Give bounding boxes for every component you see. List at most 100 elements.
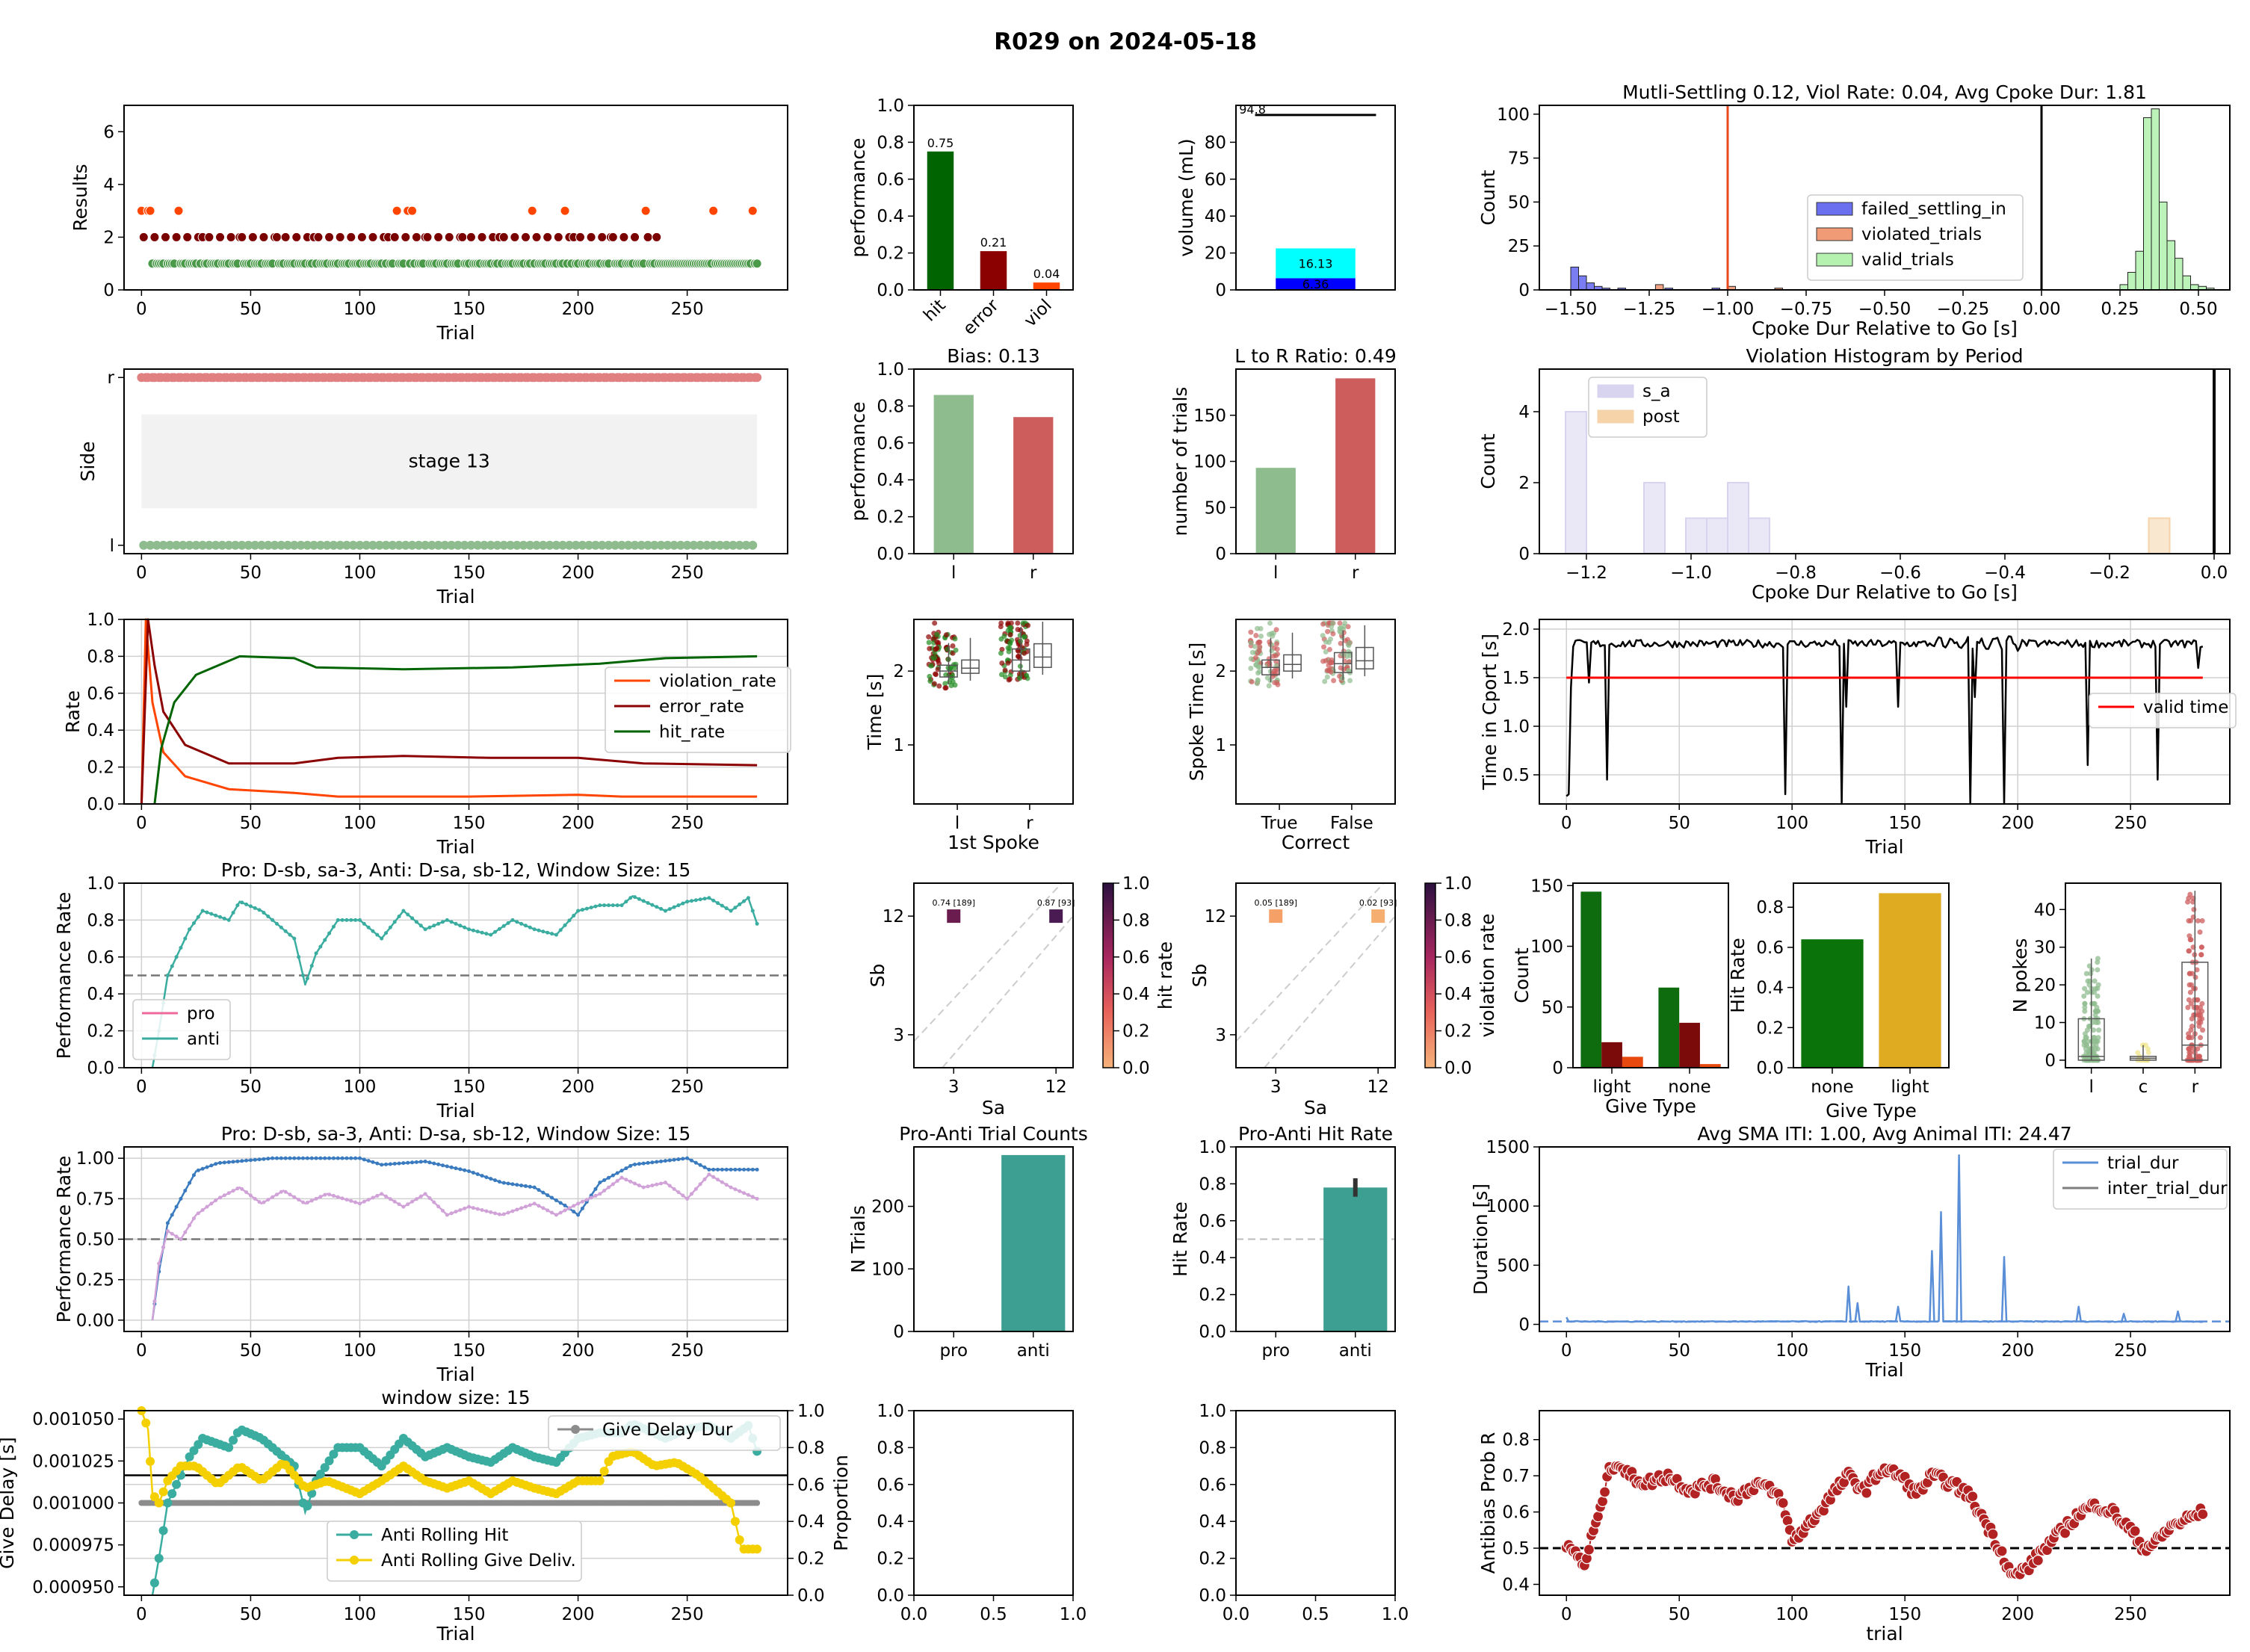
side-point (670, 540, 679, 550)
x-tick-label: 100 (344, 1605, 377, 1624)
y-tick-label: 1500 (1486, 1138, 1530, 1157)
performance-point (480, 930, 484, 935)
x-axis-label: Cpoke Dur Relative to Go [s] (1752, 581, 2018, 603)
performance-point (309, 1198, 314, 1203)
axes-pa-counts: 0 100 200 pro anti Pro-Anti Trial Counts N Tri… (847, 1123, 1088, 1361)
side-point (696, 540, 705, 550)
x-tick-label: 100 (1775, 1605, 1808, 1624)
performance-point (397, 1161, 401, 1166)
performance-point (458, 1208, 463, 1212)
matrix-cell (947, 909, 961, 924)
y-tick-label: 30 (2034, 938, 2056, 958)
bar-hit (927, 151, 954, 290)
y-tick-label: 0 (893, 1322, 904, 1342)
strip-point (934, 639, 940, 645)
strip-point (1257, 639, 1263, 645)
side-point (486, 540, 495, 550)
side-point (752, 373, 762, 383)
performance-point (397, 1202, 401, 1207)
result-point (543, 232, 553, 242)
result-point (586, 232, 596, 242)
performance-point (711, 1167, 716, 1172)
side-point (538, 540, 548, 550)
axes-frame (913, 1146, 1074, 1332)
rolling-point (324, 1456, 334, 1466)
result-point (368, 232, 378, 242)
y-tick-label: 0.0 (877, 281, 904, 300)
performance-point (681, 1193, 685, 1198)
performance-point (357, 1201, 362, 1206)
performance-point (323, 1156, 327, 1160)
strip-point (1248, 629, 1254, 635)
y-tick-label: 0.8 (877, 397, 904, 416)
give-count-bar (1658, 987, 1680, 1068)
volume-bar (1276, 278, 1356, 290)
performance-point (349, 1198, 353, 1203)
axes-side: stage 13 0 50 100 150 200 250 l r Trial Side (77, 368, 788, 607)
y-tick-label: 0.5 (1502, 1539, 1530, 1559)
y-axis-label: Time [s] (864, 674, 886, 751)
performance-point (545, 1208, 550, 1213)
performance-point (170, 1213, 174, 1217)
performance-point (685, 1196, 690, 1201)
performance-point (711, 898, 716, 903)
performance-point (685, 1156, 690, 1160)
performance-point (698, 1182, 702, 1187)
side-point (492, 540, 502, 550)
performance-point (279, 1189, 283, 1194)
performance-point (484, 932, 489, 936)
performance-point (724, 1167, 729, 1172)
performance-point (563, 1203, 567, 1207)
antibias-point (1598, 1486, 1611, 1498)
side-point (185, 540, 194, 550)
strip-point (1252, 643, 1258, 649)
result-point (531, 232, 542, 242)
result-point (597, 232, 608, 242)
rolling-point (726, 1498, 736, 1508)
performance-point (152, 1299, 157, 1304)
performance-point (497, 926, 501, 931)
strip-point (1267, 662, 1273, 668)
poke-point (2186, 948, 2192, 954)
hist-bin-s_a (1706, 517, 1728, 554)
give-count-bar (1601, 1042, 1622, 1068)
performance-point (606, 1175, 611, 1180)
performance-point (471, 1206, 475, 1210)
performance-point (541, 1206, 545, 1210)
performance-point (371, 1160, 375, 1164)
performance-point (440, 920, 445, 924)
side-point (362, 540, 371, 550)
performance-point (650, 1184, 655, 1188)
strip-point (1008, 625, 1014, 631)
x-tick-label: −1.2 (1566, 563, 1607, 583)
performance-point (716, 1178, 720, 1182)
y-tick-label: 0.2 (877, 244, 904, 264)
performance-point (183, 1230, 188, 1234)
hist-bin-violated_trials (1654, 284, 1664, 291)
performance-point (262, 911, 266, 915)
performance-point (580, 1206, 584, 1210)
performance-point (353, 1200, 358, 1204)
performance-point (406, 1160, 410, 1165)
volume-label: 16.13 (1299, 256, 1333, 270)
poke-point (2195, 1046, 2201, 1052)
y-tick-label: 0.4 (877, 471, 904, 490)
performance-point (554, 932, 558, 937)
performance-point (506, 1210, 510, 1215)
poke-point (2193, 1054, 2199, 1059)
poke-point (2095, 1046, 2101, 1052)
strip-point (1267, 620, 1273, 626)
performance-point (541, 929, 545, 934)
side-point (204, 540, 214, 550)
performance-point (563, 923, 567, 927)
strip-point (1327, 660, 1333, 666)
stage-band (141, 414, 758, 509)
performance-point (191, 1173, 196, 1178)
strip-point (1253, 633, 1259, 639)
x-axis-label: Trial (436, 586, 475, 607)
x-tick-label: 100 (344, 1341, 377, 1361)
y2-tick-label: 0.4 (797, 1512, 825, 1532)
performance-point (667, 1184, 672, 1188)
performance-point (436, 1162, 441, 1166)
poke-point (2195, 918, 2201, 924)
